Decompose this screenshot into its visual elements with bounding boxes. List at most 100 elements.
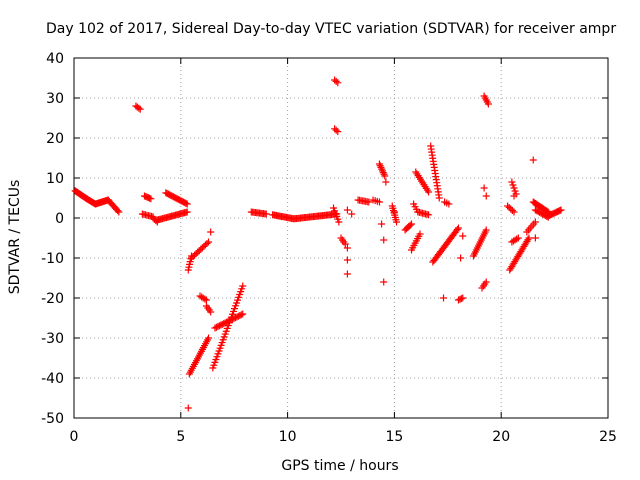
data-point [406,221,414,229]
data-point [239,310,247,318]
data-point [135,104,143,112]
data-point [513,235,521,243]
data-point [377,163,385,171]
y-tick-label: -50 [41,411,64,427]
data-point [393,218,401,226]
x-tick-label: 10 [279,429,297,445]
data-point [514,234,522,242]
data-point [207,308,215,316]
y-tick-label: 40 [46,51,64,67]
data-point [531,218,539,226]
data-point [343,244,351,252]
data-point [183,208,191,216]
data-point [525,234,533,242]
data-point [184,404,192,412]
data-point [510,208,518,216]
data-point [504,202,512,210]
data-point [334,128,342,136]
data-point [480,184,488,192]
data-points [71,76,565,412]
data-point [205,238,213,246]
data-point [440,294,448,302]
tick-labels: 0 5 10 15 20 25 -50 -40 -30 -20 -10 0 10 20 30 40 [41,51,617,445]
data-point [457,295,465,303]
data-point [376,162,384,170]
data-point [390,208,398,216]
y-tick-label: 10 [46,171,64,187]
data-point [511,187,519,195]
data-point [332,77,340,85]
data-point [136,105,144,113]
y-tick-label: -20 [41,291,64,307]
data-point [510,184,518,192]
data-point [445,200,453,208]
x-tick-label: 0 [70,429,79,445]
data-point [509,181,517,189]
data-point [505,204,513,211]
data-point [205,334,213,342]
data-point [203,239,211,247]
data-point [378,220,386,228]
data-point [378,167,386,175]
data-point [380,170,388,178]
data-point [201,295,209,303]
data-point [114,207,122,215]
data-point [115,208,123,216]
y-tick-label: -30 [41,331,64,347]
data-point [459,294,467,302]
data-point [375,160,383,168]
data-point [348,210,356,218]
data-point [343,206,351,214]
data-point [334,79,342,87]
data-point [459,232,467,240]
y-axis-label: SDTVAR / TECUs [7,180,23,295]
data-point [381,172,389,180]
data-point [343,270,351,278]
y-tick-label: 20 [46,131,64,147]
data-point [183,200,191,208]
data-point [508,178,516,186]
data-point [239,282,247,290]
data-point [482,278,490,286]
data-point [482,192,490,200]
data-point [510,192,518,200]
data-point [375,198,383,206]
data-point [382,178,390,186]
data-point [147,195,155,203]
data-point [237,311,245,319]
data-point [202,296,210,304]
data-point [379,169,387,177]
x-axis-label: GPS time / hours [281,458,398,474]
x-tick-label: 25 [599,429,617,445]
data-point [484,100,492,108]
data-point [454,224,462,232]
data-point [508,207,516,214]
data-point [207,228,215,236]
x-tick-label: 5 [176,429,185,445]
plot-border [73,57,609,419]
data-point [407,220,415,228]
data-point [182,199,190,207]
data-point [378,165,386,173]
data-point [425,211,433,219]
data-point [365,198,373,206]
chart-title: Day 102 of 2017, Sidereal Day-to-day VTE… [46,21,616,37]
y-tick-label: -40 [41,371,64,387]
y-tick-label: 0 [55,211,64,227]
data-point [557,206,565,214]
data-point [529,156,537,164]
data-point [262,210,270,218]
x-tick-label: 15 [385,429,403,445]
data-point [380,236,388,244]
data-point [425,188,433,196]
data-point [453,225,461,233]
data-point [341,240,349,248]
data-point [343,256,351,264]
axes [73,57,609,419]
data-point [416,230,424,238]
x-tick-label: 20 [492,429,510,445]
data-point [524,236,532,244]
data-point [380,278,388,286]
data-point [482,226,490,234]
